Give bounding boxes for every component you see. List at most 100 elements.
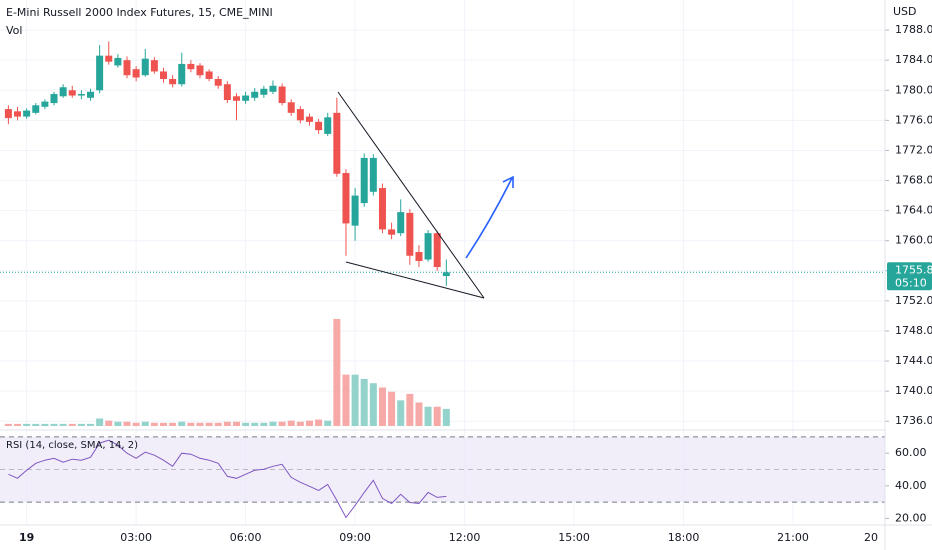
drawing-arrow	[465, 175, 514, 259]
y-tick-label: 1752.0	[895, 294, 932, 307]
candle-body	[105, 55, 113, 62]
y-tick-label: 1740.0	[895, 384, 932, 397]
candle-body	[87, 91, 95, 98]
candle-body	[141, 58, 149, 76]
candle-body	[406, 212, 414, 256]
candle-body	[369, 157, 377, 192]
x-tick-label: 19	[19, 531, 34, 544]
candle-body	[242, 95, 250, 101]
volume-bar	[77, 423, 85, 426]
volume-bar	[342, 374, 350, 426]
volume-bar	[141, 421, 149, 426]
drawing-wedge	[337, 91, 485, 299]
candle-body	[388, 229, 396, 235]
candle-body	[232, 96, 240, 101]
candle-body	[14, 111, 22, 117]
y-tick-label: 1780.0	[895, 83, 932, 96]
candle-body	[296, 109, 304, 121]
y-tick-label: 1768.0	[895, 174, 932, 187]
y-tick-label: 1788.0	[895, 23, 932, 36]
last-price-label: 1755.8	[895, 263, 932, 276]
volume-bar	[23, 423, 31, 426]
y-tick-label: 1776.0	[895, 113, 932, 126]
y-tick-label: 1784.0	[895, 53, 932, 66]
candle-body	[50, 94, 58, 104]
volume-bar	[223, 421, 231, 426]
candle-body	[223, 84, 231, 101]
volume-title: Vol	[6, 24, 22, 37]
volume-bar	[96, 418, 104, 426]
wedge-upper-line	[337, 91, 485, 299]
candle-body	[196, 65, 204, 76]
candle-body	[123, 60, 131, 76]
x-tick-label: 20	[864, 531, 878, 544]
y-tick-label: 1760.0	[895, 234, 932, 247]
candle-body	[178, 63, 186, 85]
candle-body	[342, 173, 350, 224]
candle-body	[360, 157, 368, 204]
currency-label: USD	[893, 5, 917, 18]
volume-bar	[196, 422, 204, 426]
rsi-title: RSI (14, close, SMA, 14, 2)	[6, 440, 138, 451]
candle-body	[260, 88, 268, 95]
candle-body	[433, 233, 441, 268]
volume-bar	[87, 423, 95, 426]
volume-bar	[178, 421, 186, 426]
volume-bar	[315, 419, 323, 426]
candle-body	[287, 102, 295, 113]
arrow-head	[502, 175, 514, 188]
x-tick-label: 03:00	[120, 531, 152, 544]
candle-body	[315, 121, 323, 131]
candle-body	[205, 71, 213, 79]
wedge-lower-line	[345, 261, 485, 299]
x-tick-label: 18:00	[668, 531, 700, 544]
volume-bar	[415, 402, 423, 426]
countdown-label: 05:10	[895, 276, 927, 289]
volume-bar	[187, 422, 195, 426]
candle-body	[324, 117, 332, 134]
volume-bar	[150, 422, 158, 426]
volume-bar	[260, 422, 268, 426]
volume-bar	[59, 423, 67, 426]
x-tick-label: 12:00	[449, 531, 481, 544]
x-tick-label: 06:00	[230, 531, 262, 544]
panes: 19 03:00 06:00 09:00 12:00 15:00 18:00 21:00 20 1…	[0, 23, 932, 544]
volume-bar	[305, 420, 313, 426]
y-tick-label: 1744.0	[895, 354, 932, 367]
volume-bar	[50, 423, 58, 426]
candle-body	[169, 78, 177, 85]
volume-bar	[442, 408, 450, 426]
candle-body	[132, 69, 140, 78]
volume-bar	[360, 378, 368, 426]
volume-bar	[378, 387, 386, 426]
y-tick-label: 1772.0	[895, 143, 932, 156]
candle-body	[114, 57, 122, 66]
volume-bar	[251, 422, 259, 426]
volume-bar	[333, 319, 341, 426]
candle-body	[415, 251, 423, 262]
volume-bar	[433, 406, 441, 426]
y-tick-label: 1764.0	[895, 204, 932, 217]
candle-body	[278, 86, 286, 104]
volume-bar	[232, 421, 240, 426]
volume-bar	[351, 374, 359, 426]
volume-bar	[269, 421, 277, 426]
volume-bar	[159, 422, 167, 426]
volume-bar	[388, 391, 396, 426]
last-price-box	[887, 262, 932, 291]
volume-bar	[14, 423, 22, 426]
candle-body	[41, 101, 49, 107]
volume-bar	[369, 383, 377, 426]
volume-bar	[287, 420, 295, 426]
volume-bar	[214, 422, 222, 426]
candle-body	[159, 71, 167, 79]
candle-body	[378, 188, 386, 230]
volume-bar	[296, 421, 304, 426]
volume-bar	[424, 406, 432, 426]
volume-bar	[397, 400, 405, 426]
y-tick-label: 1748.0	[895, 324, 932, 337]
candle-body	[424, 233, 432, 260]
rsi-tick-label: 60.00	[895, 446, 927, 459]
x-tick-label: 09:00	[339, 531, 371, 544]
